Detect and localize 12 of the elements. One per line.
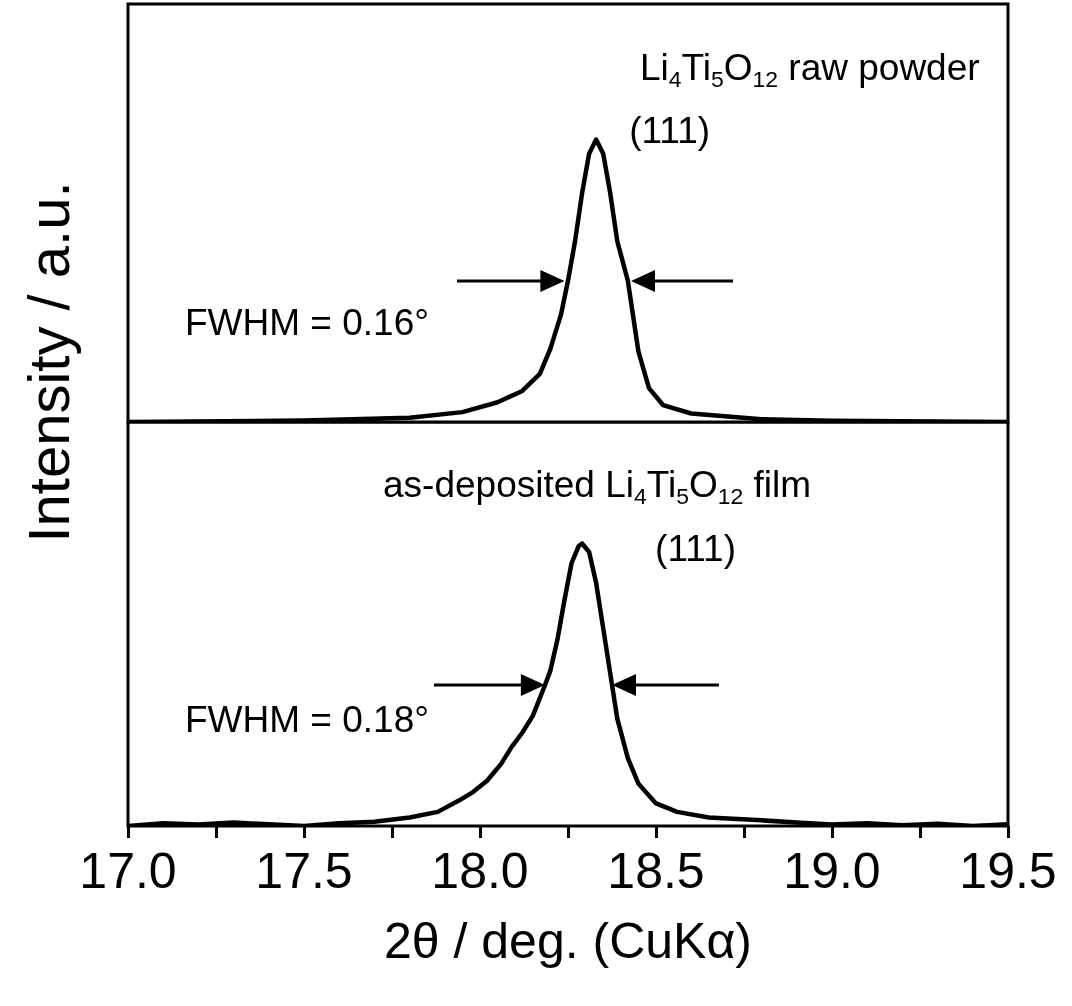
y-axis-title: Intensity / a.u. <box>14 181 82 543</box>
x-tick-label: 18.0 <box>431 842 529 899</box>
annotation: FWHM = 0.16° <box>185 302 430 344</box>
annotation: (111) <box>655 527 736 569</box>
x-tick-label: 18.5 <box>607 842 705 899</box>
x-tick-label: 17.0 <box>79 842 177 899</box>
annotation: FWHM = 0.18° <box>185 699 430 741</box>
x-axis-title: 2θ / deg. (CuKα) <box>384 912 752 969</box>
x-tick-label: 19.0 <box>783 842 881 899</box>
x-tick-label: 17.5 <box>255 842 353 899</box>
x-tick-label: 19.5 <box>959 842 1057 899</box>
annotation: (111) <box>629 109 711 151</box>
